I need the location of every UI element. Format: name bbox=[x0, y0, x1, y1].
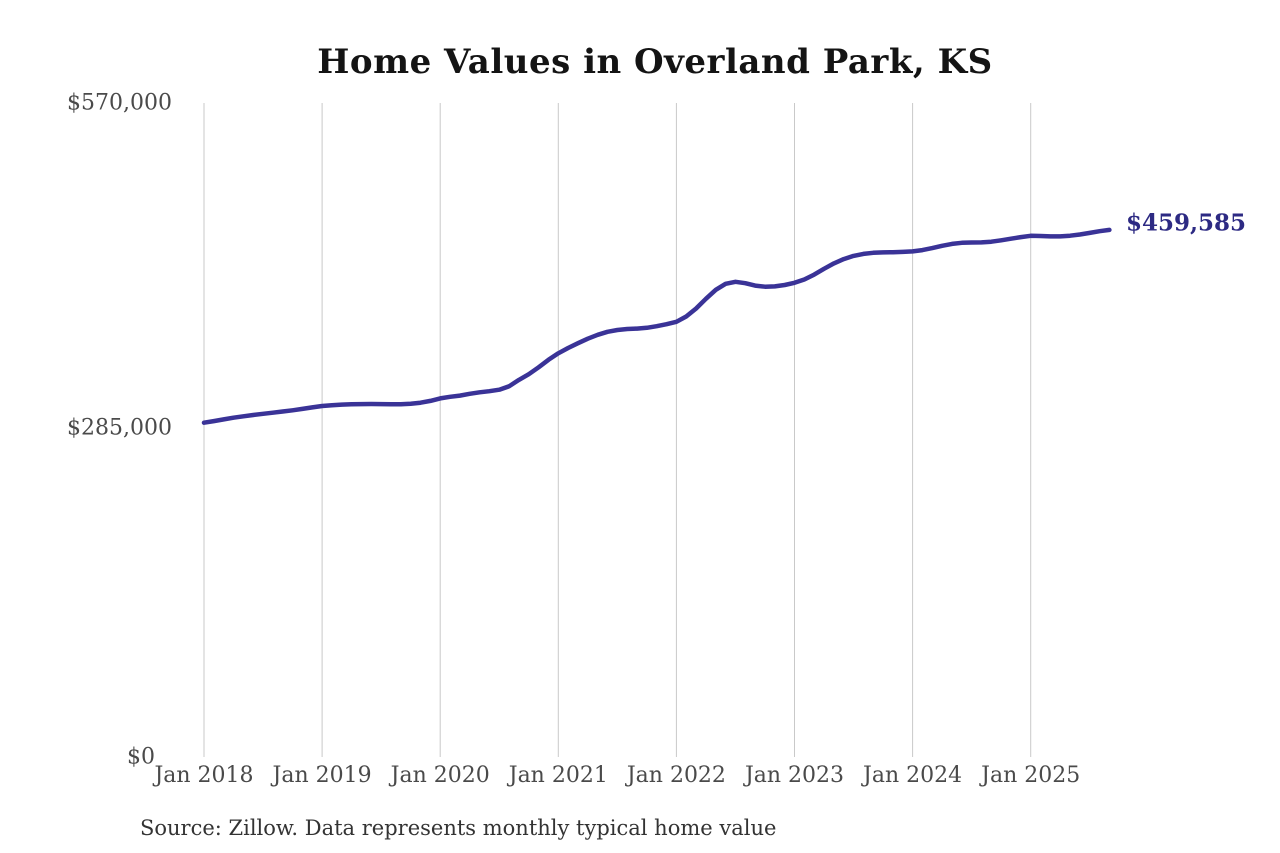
source-note: Source: Zillow. Data represents monthly … bbox=[140, 816, 777, 840]
y-tick-label-570000: $570,000 bbox=[67, 91, 172, 116]
x-axis-labels: Jan 2018 Jan 2019 Jan 2020 Jan 2021 Jan … bbox=[152, 763, 1080, 788]
x-tick-label-2020: Jan 2020 bbox=[389, 763, 490, 788]
x-tick-label-2018: Jan 2018 bbox=[152, 763, 253, 788]
x-tick-label-2024: Jan 2024 bbox=[861, 763, 962, 788]
y-tick-label-0: $0 bbox=[127, 745, 155, 770]
y-axis-labels: $570,000 $285,000 $0 bbox=[67, 91, 172, 770]
end-value-label: $459,585 bbox=[1126, 210, 1246, 237]
gridlines bbox=[203, 103, 1032, 757]
x-tick-label-2023: Jan 2023 bbox=[743, 763, 844, 788]
x-tick-label-2019: Jan 2019 bbox=[271, 763, 372, 788]
y-tick-label-285000: $285,000 bbox=[67, 416, 172, 441]
x-tick-label-2021: Jan 2021 bbox=[507, 763, 608, 788]
x-tick-label-2025: Jan 2025 bbox=[979, 763, 1080, 788]
home-value-line bbox=[201, 227, 1112, 425]
chart-title: Home Values in Overland Park, KS bbox=[317, 42, 993, 82]
x-tick-label-2022: Jan 2022 bbox=[625, 763, 726, 788]
